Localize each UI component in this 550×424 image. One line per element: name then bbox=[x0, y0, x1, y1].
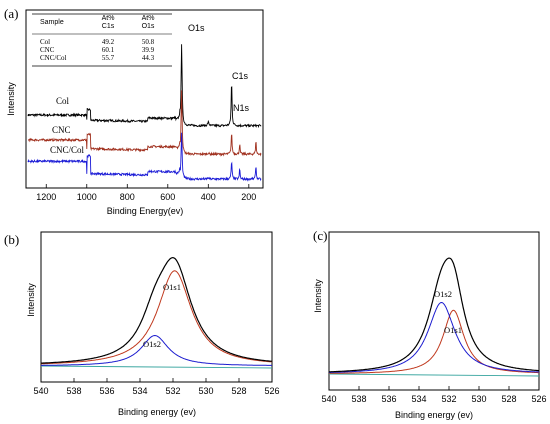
peak-label-o1s1: O1s1 bbox=[444, 325, 462, 335]
x-tick-label: 540 bbox=[33, 386, 48, 396]
peak-label-n1s: N1s bbox=[233, 103, 250, 113]
envelope-curve bbox=[329, 257, 539, 373]
plot-frame bbox=[25, 9, 264, 189]
table-cell: 49.2 bbox=[102, 38, 115, 46]
peak-label-o1s: O1s bbox=[188, 23, 205, 33]
y-axis-label: Intensity bbox=[26, 283, 36, 317]
panel-label-b: (b) bbox=[4, 232, 19, 247]
o1s-spectrum-cnc-col-chart: 540 538 536 534 532 530 528 526 O1s1 O1s2 Intens… bbox=[313, 231, 547, 420]
table-cell: 55.7 bbox=[102, 54, 115, 62]
table-cell: Col bbox=[40, 38, 50, 46]
x-tick-label: 540 bbox=[321, 394, 336, 404]
table-header-cell: Sample bbox=[40, 19, 64, 26]
table-cell: CNC bbox=[40, 46, 55, 54]
o1s-spectrum-col-chart: 540 538 536 534 532 530 528 526 O1s1 O1s2 Intens… bbox=[26, 231, 280, 417]
x-tick-label: 538 bbox=[66, 386, 81, 396]
x-tick-label: 526 bbox=[531, 394, 546, 404]
table-cell: 50.8 bbox=[142, 38, 155, 46]
survey-spectrum-chart: 1200 1000 800 600 400 200 ColCNCCNC/ColO1sN1s… bbox=[6, 9, 264, 216]
y-axis-label: Intensity bbox=[313, 279, 323, 313]
x-tick-label: 528 bbox=[231, 386, 246, 396]
x-tick-label: 536 bbox=[381, 394, 396, 404]
table-cell: 60.1 bbox=[102, 46, 115, 54]
table-header-cell: At% bbox=[142, 15, 155, 22]
table-header-cell: C1s bbox=[102, 23, 115, 30]
series-label: CNC/Col bbox=[50, 145, 85, 155]
background-line bbox=[40, 365, 273, 369]
component-peak-o1s2 bbox=[329, 301, 539, 373]
x-tick-label: 538 bbox=[351, 394, 366, 404]
x-tick-label: 530 bbox=[471, 394, 486, 404]
x-axis-label: Binding energy (ev) bbox=[118, 407, 196, 417]
x-tick-label: 1000 bbox=[77, 192, 97, 202]
series-label: Col bbox=[56, 96, 70, 106]
x-tick-label: 532 bbox=[165, 386, 180, 396]
component-peak-o1s2 bbox=[41, 334, 272, 366]
peak-label-o1s2: O1s2 bbox=[434, 289, 452, 299]
x-tick-label: 200 bbox=[241, 192, 256, 202]
envelope-curve bbox=[40, 256, 273, 364]
peak-label-o1s2: O1s2 bbox=[143, 339, 161, 349]
x-tick-label: 1200 bbox=[36, 192, 56, 202]
table-cell: CNC/Col bbox=[40, 54, 67, 62]
panel-label-a: (a) bbox=[4, 6, 18, 21]
plot-frame bbox=[40, 231, 273, 383]
y-axis-label: Intensity bbox=[6, 82, 16, 116]
component-peak-o1s1 bbox=[329, 309, 539, 374]
component-peak-o1s1 bbox=[41, 270, 273, 365]
table-cell: 39.9 bbox=[142, 46, 155, 54]
x-tick-label: 528 bbox=[501, 394, 516, 404]
peak-label-c1s: C1s bbox=[232, 71, 249, 81]
x-tick-label: 600 bbox=[160, 192, 175, 202]
background-line bbox=[328, 373, 540, 377]
x-axis-label: Binding energy (ev) bbox=[395, 410, 473, 420]
plot-frame bbox=[328, 231, 540, 391]
x-tick-label: 800 bbox=[120, 192, 135, 202]
x-tick-label: 532 bbox=[441, 394, 456, 404]
series-line-col bbox=[27, 44, 262, 129]
peak-label-o1s1: O1s1 bbox=[163, 282, 181, 292]
table-cell: 44.3 bbox=[142, 54, 155, 62]
panel-label-c: (c) bbox=[313, 228, 327, 243]
table-header-cell: O1s bbox=[142, 23, 155, 30]
table-header-cell: At% bbox=[102, 15, 115, 22]
x-tick-label: 534 bbox=[411, 394, 426, 404]
x-tick-label: 534 bbox=[132, 386, 147, 396]
x-tick-label: 400 bbox=[201, 192, 216, 202]
x-axis-label: Binding Energy(ev) bbox=[107, 206, 184, 216]
series-line-cnc-col bbox=[27, 132, 262, 182]
series-line-cnc bbox=[27, 90, 262, 157]
x-tick-label: 530 bbox=[198, 386, 213, 396]
series-label: CNC bbox=[52, 125, 71, 135]
x-tick-label: 536 bbox=[99, 386, 114, 396]
x-tick-label: 526 bbox=[264, 386, 279, 396]
